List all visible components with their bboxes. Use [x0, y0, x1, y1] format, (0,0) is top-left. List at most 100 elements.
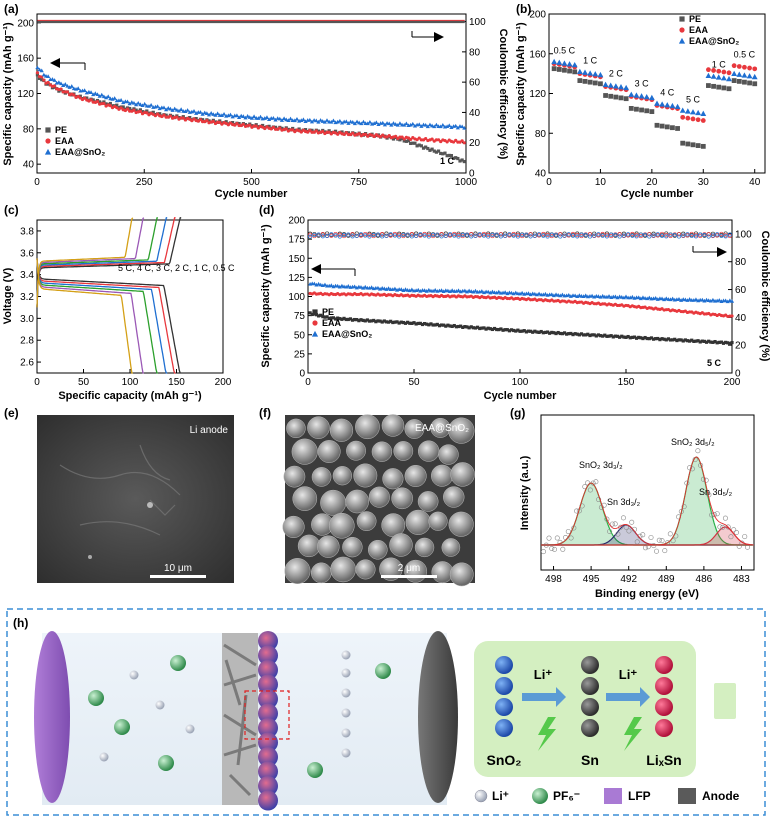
data-point: [82, 88, 87, 92]
y-tick-label: 75: [294, 311, 306, 322]
peak-fill-3: [541, 527, 754, 545]
sem-particle: [88, 555, 92, 559]
panel-e-label: (e): [4, 406, 19, 420]
data-point: [61, 83, 66, 88]
data-point: [374, 320, 378, 324]
data-point: [431, 323, 435, 327]
data-point: [671, 338, 675, 342]
data-point: [680, 114, 686, 120]
data-point: [391, 320, 395, 325]
sno2-sphere: [393, 441, 414, 461]
data-point: [456, 156, 460, 161]
ce-point: [312, 232, 317, 238]
data-point: [221, 111, 227, 116]
ce-point: [583, 232, 588, 237]
data-point: [615, 295, 620, 300]
ce-point: [634, 233, 639, 238]
ce-point: [604, 231, 609, 236]
data-point: [623, 96, 629, 102]
data-point: [690, 116, 696, 122]
data-point: [639, 107, 644, 113]
sno2-sphere: [346, 440, 366, 461]
data-point: [364, 132, 368, 137]
data-point: [711, 340, 715, 344]
data-point: [613, 334, 617, 338]
panel-d-label: (d): [259, 203, 274, 217]
step-2-particle: [655, 719, 673, 737]
ce-point: [473, 233, 478, 238]
data-point: [354, 119, 360, 124]
legend-label: EAA: [55, 136, 75, 146]
sno2-sphere: [353, 463, 378, 488]
data-point: [592, 71, 599, 77]
data-point: [592, 333, 596, 337]
data-point: [460, 124, 465, 129]
data-point: [705, 72, 712, 79]
data-point: [340, 130, 344, 134]
raw-data-point: [689, 466, 695, 472]
data-point: [482, 326, 486, 330]
data-point: [623, 294, 629, 299]
data-point: [374, 120, 379, 125]
ce-point: [397, 231, 402, 236]
schematic-frame: [6, 608, 766, 816]
data-point: [397, 121, 403, 125]
panel-a-ce-series: [37, 19, 465, 24]
data-point: [683, 338, 687, 342]
y-tick-label: 160: [17, 54, 34, 65]
ce-point: [312, 234, 317, 239]
data-point: [450, 324, 454, 329]
data-point: [648, 94, 655, 101]
data-point: [679, 16, 685, 22]
data-point: [462, 159, 466, 164]
step-0-particle: [495, 677, 513, 695]
ce-point: [329, 233, 334, 238]
data-point: [556, 330, 560, 335]
data-point: [567, 68, 572, 74]
data-point: [432, 124, 437, 129]
data-point: [266, 117, 272, 122]
x-tick-label: 0: [305, 377, 311, 388]
sno2-sphere: [368, 486, 390, 508]
data-point: [56, 80, 61, 84]
legend-anode-label: Anode: [702, 789, 740, 803]
data-point: [410, 121, 415, 126]
data-point: [136, 100, 141, 105]
data-point: [327, 316, 331, 321]
data-point: [164, 107, 169, 112]
data-point: [719, 340, 723, 344]
data-point: [333, 317, 338, 321]
data-point: [97, 94, 102, 98]
data-point: [670, 296, 675, 301]
data-point: [352, 284, 357, 289]
sno2-sphere: [417, 491, 439, 512]
data-point: [694, 339, 698, 343]
envelope-curve: [541, 456, 753, 546]
panel-d-xlabel: Cycle number: [484, 390, 557, 402]
sno2-sphere: [317, 535, 340, 558]
raw-data-point: [659, 538, 665, 544]
data-point: [451, 156, 456, 160]
ce-point: [685, 232, 690, 237]
data-point: [435, 322, 439, 327]
data-point: [679, 27, 685, 33]
data-point: [696, 339, 700, 343]
data-point: [560, 292, 565, 297]
data-point: [389, 122, 394, 127]
panel-d-arrow-right: [692, 246, 727, 257]
highlight-box: [244, 690, 290, 740]
sno2-sphere: [342, 536, 363, 558]
data-point: [445, 140, 449, 144]
legend-li-label: Li⁺: [492, 789, 509, 803]
ce-point: [481, 233, 487, 238]
data-point: [503, 290, 508, 294]
data-point: [441, 289, 446, 294]
coating-particle: [258, 631, 278, 651]
data-point: [613, 294, 618, 299]
ce-point: [452, 231, 457, 237]
peak-label-sno2-3d52: SnO₂ 3d₅/₂: [671, 437, 715, 447]
ce-point: [592, 233, 597, 238]
data-point: [551, 293, 557, 298]
ce-point: [308, 232, 313, 237]
data-point: [664, 124, 670, 130]
